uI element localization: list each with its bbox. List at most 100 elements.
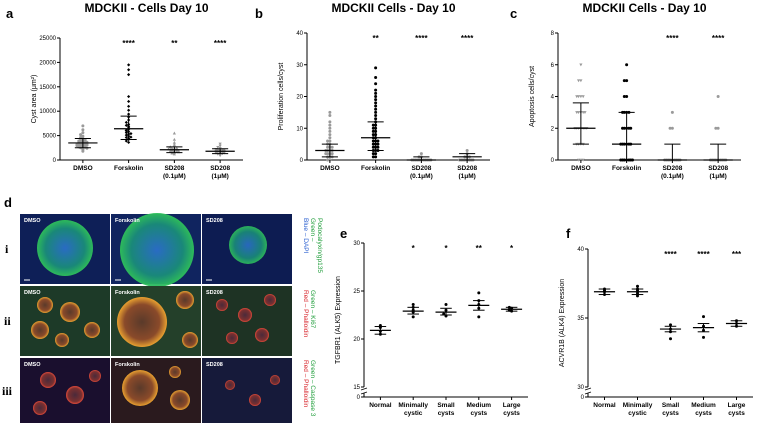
panel-letter-c: c xyxy=(510,6,517,21)
cyst-image xyxy=(120,213,194,287)
x-tick-label: Forskolin xyxy=(114,165,143,172)
y-tick-label: 2 xyxy=(551,126,555,132)
data-point xyxy=(374,101,378,105)
data-point xyxy=(374,95,378,98)
micrograph-row-ii: DMSO Forskolin SD208 ii Red – Phalloidin… xyxy=(4,286,316,356)
cyst-image xyxy=(264,294,276,306)
data-point xyxy=(374,107,378,111)
cyst-image xyxy=(89,370,101,382)
data-point xyxy=(374,110,378,114)
significance-marker: ** xyxy=(171,39,178,48)
data-point xyxy=(326,158,330,162)
significance-marker: **** xyxy=(664,250,677,259)
category-group: **** SD208(0.1μM) xyxy=(657,34,688,180)
data-point xyxy=(124,139,128,143)
micrograph-label: DMSO xyxy=(24,218,41,224)
panel-letter-d: d xyxy=(4,195,12,210)
cyst-image xyxy=(33,401,47,415)
significance-marker: ** xyxy=(373,34,380,43)
micrograph-label: DMSO xyxy=(24,290,41,296)
data-point xyxy=(579,95,583,99)
data-point xyxy=(702,335,705,339)
data-point xyxy=(218,142,222,146)
data-point xyxy=(371,155,375,159)
cyst-image xyxy=(238,308,252,322)
data-point xyxy=(81,134,85,138)
significance-marker: **** xyxy=(461,34,474,43)
x-tick-label: DMSO xyxy=(320,165,340,172)
category-group: **** SD208(1μM) xyxy=(452,34,482,180)
data-point xyxy=(328,120,332,124)
data-point xyxy=(79,133,83,137)
data-point xyxy=(124,133,128,137)
cyst-image xyxy=(60,302,80,322)
data-point xyxy=(172,137,176,141)
axis-break-mark xyxy=(584,391,592,395)
data-point xyxy=(376,139,380,143)
cyst-image xyxy=(117,297,167,347)
category-group: DMSO xyxy=(68,124,98,172)
x-tick-label: Large xyxy=(503,402,521,409)
y-tick-label: 40 xyxy=(296,31,303,37)
data-point xyxy=(374,66,378,70)
micrograph-image xyxy=(202,358,292,423)
data-point xyxy=(371,145,375,149)
micrograph-label: Forskolin xyxy=(115,218,140,224)
micrograph-label: DMSO xyxy=(24,362,41,368)
y-tick-label: 0 xyxy=(300,158,304,164)
x-tick-label: cystic xyxy=(404,410,423,417)
y-tick-label: 5000 xyxy=(43,134,57,140)
y-tick-label: 0 xyxy=(357,395,361,401)
data-point xyxy=(374,152,378,156)
x-tick-label: SD208 xyxy=(164,165,184,172)
data-point xyxy=(222,148,226,152)
data-point xyxy=(371,129,375,133)
data-point xyxy=(371,152,375,156)
chart-e: e 0 15 20 25 30 TGFBR1 (ALK5) Expression Normal… xyxy=(335,226,528,417)
cyst-image xyxy=(229,226,267,264)
panel-letter-f: f xyxy=(566,226,571,241)
x-tick-label: (0.1μM) xyxy=(163,173,186,180)
data-point xyxy=(374,98,378,102)
data-point xyxy=(371,126,375,130)
y-tick-label: 40 xyxy=(577,247,584,253)
data-point xyxy=(581,158,585,162)
cyst-image xyxy=(176,291,194,309)
data-point xyxy=(172,131,176,135)
x-tick-label: Minimally xyxy=(398,402,428,409)
panel-letter-e: e xyxy=(340,226,347,241)
x-tick-label: SD208 xyxy=(411,165,431,172)
data-point xyxy=(172,140,176,144)
cyst-image xyxy=(40,372,56,388)
data-point xyxy=(374,82,378,86)
data-point xyxy=(636,284,639,288)
data-point xyxy=(81,124,85,128)
category-group: **** SD208(1μM) xyxy=(205,39,235,180)
data-point xyxy=(168,149,172,153)
row-numeral: ii xyxy=(4,314,11,328)
cyst-image xyxy=(255,328,269,342)
category-group: **** SD208(1μM) xyxy=(703,34,733,180)
y-tick-label: 15000 xyxy=(39,85,56,91)
x-tick-label: cysts xyxy=(503,410,520,417)
data-point xyxy=(172,142,176,146)
x-tick-label: Large xyxy=(728,402,746,409)
panel-letter-a: a xyxy=(6,6,14,21)
significance-marker: **** xyxy=(122,39,135,48)
data-point xyxy=(127,68,131,72)
stain-legend: Red – Phalloidin Green – Ki67 xyxy=(302,290,316,338)
category-group: ** SD208(0.1μM) xyxy=(159,39,190,180)
significance-marker: **** xyxy=(666,34,679,43)
data-point xyxy=(127,104,131,108)
cyst-image xyxy=(55,333,69,347)
data-point xyxy=(419,152,423,156)
x-tick-label: Small xyxy=(437,402,455,409)
category-group: **** SD208(0.1μM) xyxy=(406,34,437,180)
data-point xyxy=(129,132,133,136)
y-axis-label: TGFBR1 (ALK5) Expression xyxy=(335,276,342,364)
y-axis-label: Proliferation cells/cyst xyxy=(278,63,285,131)
